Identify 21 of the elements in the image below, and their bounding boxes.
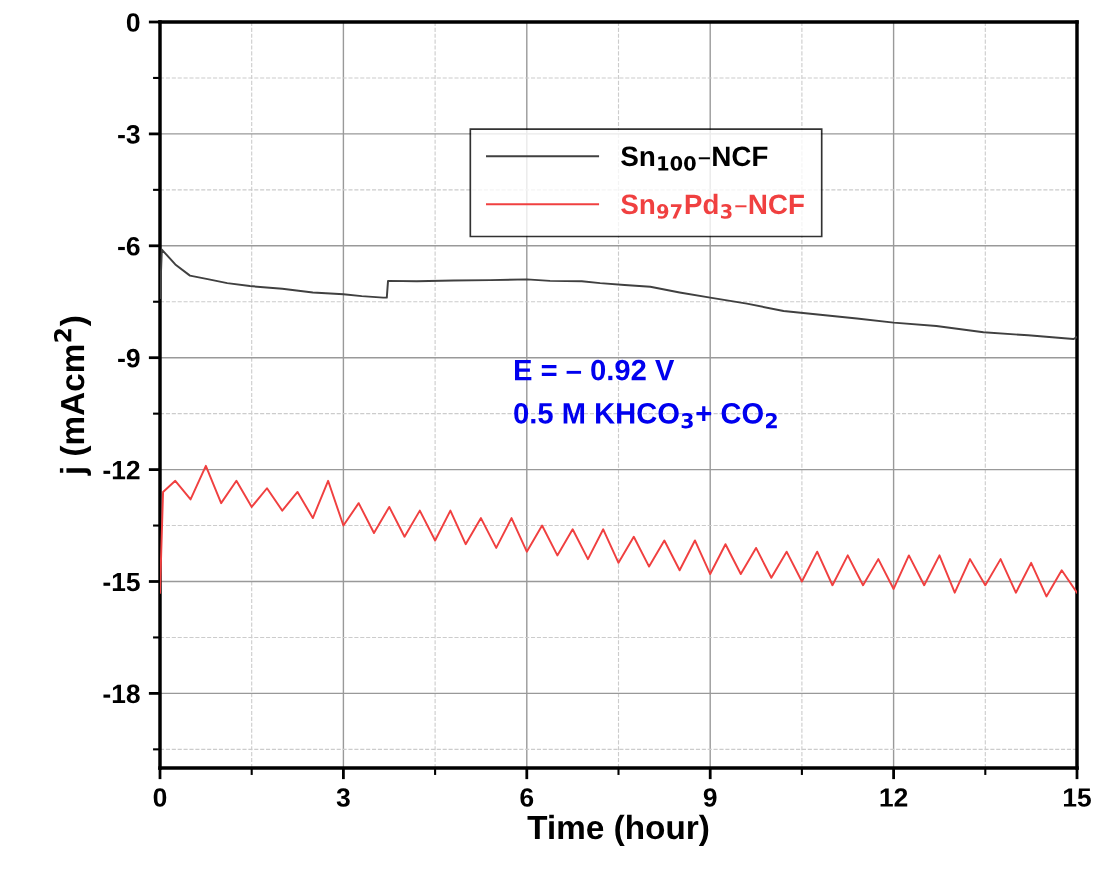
y-tick-label: -9: [118, 348, 140, 368]
y-tick-label: -18: [103, 684, 140, 704]
x-tick-label: 9: [703, 788, 717, 807]
legend-label: Sn$_{100}$–NCF: [621, 146, 768, 171]
x-tick-label: 0: [153, 788, 167, 807]
annotation: E = – 0.92 V: [515, 359, 675, 381]
x-tick-label: 6: [520, 788, 534, 807]
x-tick-label: 15: [1063, 788, 1091, 807]
annotation: 0.5 M KHCO$_{3}$+ CO$_{2}$: [514, 403, 777, 429]
y-tick-label: -12: [103, 460, 140, 480]
y-tick-label: -6: [118, 236, 140, 256]
x-axis-title: Time (hour): [527, 814, 709, 846]
y-tick-label: -15: [103, 572, 140, 592]
y-tick-label: -3: [118, 125, 140, 144]
line-series: [160, 248, 1077, 341]
legend-label: Sn$_{97}$Pd$_{3}$–NCF: [621, 193, 804, 219]
line-series: [160, 464, 1077, 598]
y-tick-label: 0: [126, 13, 140, 32]
x-tick-label: 12: [880, 788, 908, 807]
x-tick-label: 3: [336, 788, 350, 807]
y-axis-title: j (mAcm$^{2}$): [53, 316, 91, 476]
